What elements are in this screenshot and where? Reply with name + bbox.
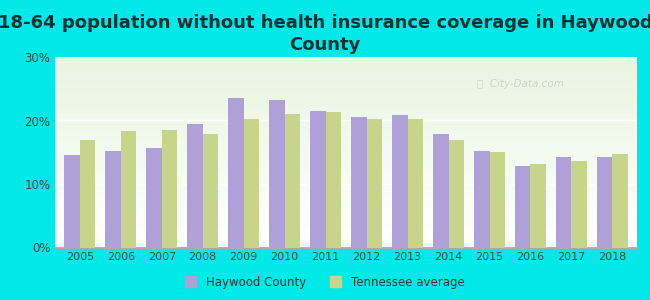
Bar: [612, 154, 628, 247]
Bar: [351, 117, 367, 248]
Bar: [392, 116, 408, 247]
Bar: [187, 124, 203, 248]
Bar: [556, 157, 571, 248]
Bar: [269, 100, 285, 248]
Bar: [367, 118, 382, 247]
Legend: Haywood County, Tennessee average: Haywood County, Tennessee average: [183, 273, 467, 291]
Bar: [448, 140, 464, 248]
Bar: [285, 114, 300, 247]
Bar: [105, 151, 121, 248]
Bar: [162, 130, 177, 248]
Bar: [203, 134, 218, 248]
Bar: [121, 131, 136, 248]
Bar: [80, 140, 96, 248]
Bar: [597, 157, 612, 247]
Bar: [310, 111, 326, 248]
Bar: [228, 98, 244, 248]
Text: 18-64 population without health insurance coverage in Haywood
County: 18-64 population without health insuranc…: [0, 14, 650, 54]
Bar: [326, 112, 341, 248]
Bar: [474, 151, 489, 248]
Bar: [515, 166, 530, 248]
Bar: [489, 152, 505, 248]
Bar: [64, 155, 80, 248]
Text: ⓘ  City-Data.com: ⓘ City-Data.com: [476, 79, 564, 89]
Bar: [530, 164, 546, 248]
Bar: [244, 118, 259, 247]
Bar: [571, 160, 587, 247]
Bar: [408, 119, 423, 248]
Bar: [433, 134, 448, 248]
Bar: [146, 148, 162, 248]
